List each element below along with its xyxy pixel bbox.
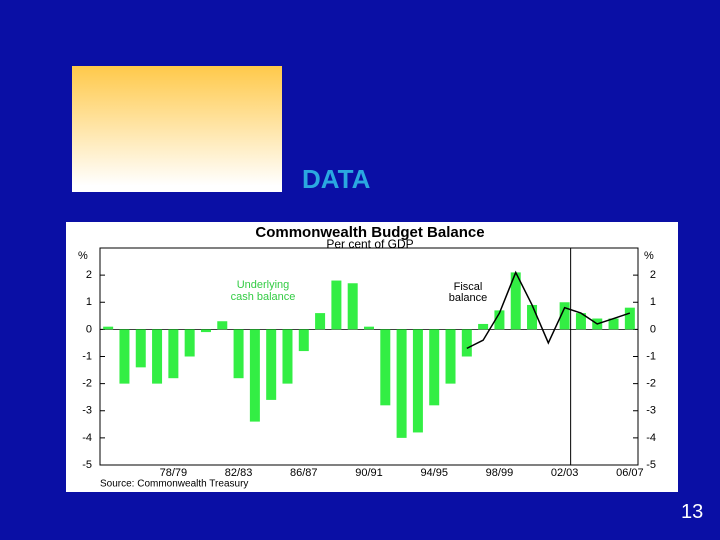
x-tick-label: 02/03 (551, 467, 579, 479)
chart: Commonwealth Budget Balance Per cent of … (66, 222, 678, 492)
bar (608, 318, 619, 330)
chart-bg (66, 222, 678, 492)
bar (429, 329, 440, 406)
y-tick-label: -1 (82, 350, 92, 362)
y-label: % (78, 250, 88, 262)
bar (510, 272, 521, 330)
chart-subtitle: Per cent of GDP (326, 237, 413, 251)
bar (494, 310, 505, 330)
bar (135, 329, 146, 368)
bar (364, 326, 374, 330)
bar (249, 329, 260, 422)
annotation: Fiscal (454, 281, 483, 293)
bar (168, 329, 179, 379)
y-tick-label: -3 (646, 405, 656, 417)
bar (331, 280, 342, 330)
annotation: balance (449, 292, 488, 304)
y-tick-label: -5 (82, 459, 92, 471)
y-tick-label: 2 (650, 269, 656, 281)
bar (396, 329, 407, 438)
bar (347, 283, 358, 330)
y-tick-label: 1 (650, 296, 656, 308)
line (466, 270, 631, 350)
page-number: 13 (681, 501, 704, 523)
bar (119, 329, 130, 384)
source: Source: Commonwealth Treasury (100, 479, 248, 490)
bar (380, 329, 391, 406)
y-tick-label: 0 (650, 323, 656, 335)
x-tick-label: 82/83 (225, 467, 253, 479)
bar (559, 302, 570, 330)
y-tick-label: -4 (646, 432, 656, 444)
gradient-box (72, 66, 282, 192)
y-tick-label: -5 (646, 459, 656, 471)
y-tick-label: 0 (86, 323, 92, 335)
bar (200, 329, 211, 333)
bar (527, 304, 538, 330)
y-tick-label: -2 (646, 378, 656, 390)
heading: DATA (302, 164, 371, 194)
bar (478, 323, 489, 330)
bar (298, 329, 309, 352)
y-tick-label: -1 (646, 350, 656, 362)
bar (412, 329, 423, 433)
bar (233, 329, 244, 379)
x-tick-label: 98/99 (486, 467, 514, 479)
y-tick-label: 1 (86, 296, 92, 308)
x-tick-label: 78/79 (160, 467, 188, 479)
y-tick-label: 2 (86, 269, 92, 281)
bar (624, 307, 635, 330)
y-label: % (644, 250, 654, 262)
bar (445, 329, 456, 384)
bar (152, 329, 163, 384)
chart-title: Commonwealth Budget Balance (255, 224, 484, 241)
x-tick-label: 06/07 (616, 467, 644, 479)
annotation: cash balance (231, 291, 296, 303)
bar (184, 329, 195, 357)
bar (461, 329, 472, 357)
bar (217, 321, 228, 330)
bar (266, 329, 277, 400)
x-tick-label: 90/91 (355, 467, 383, 479)
x-tick-label: 94/95 (420, 467, 448, 479)
y-tick-label: -4 (82, 432, 92, 444)
y-tick-label: -2 (82, 378, 92, 390)
x-tick-label: 86/87 (290, 467, 318, 479)
bar (103, 326, 114, 330)
annotation: Underlying (237, 279, 290, 291)
bar (575, 313, 586, 330)
bar (315, 313, 326, 330)
y-tick-label: -3 (82, 405, 92, 417)
bar (282, 329, 293, 384)
